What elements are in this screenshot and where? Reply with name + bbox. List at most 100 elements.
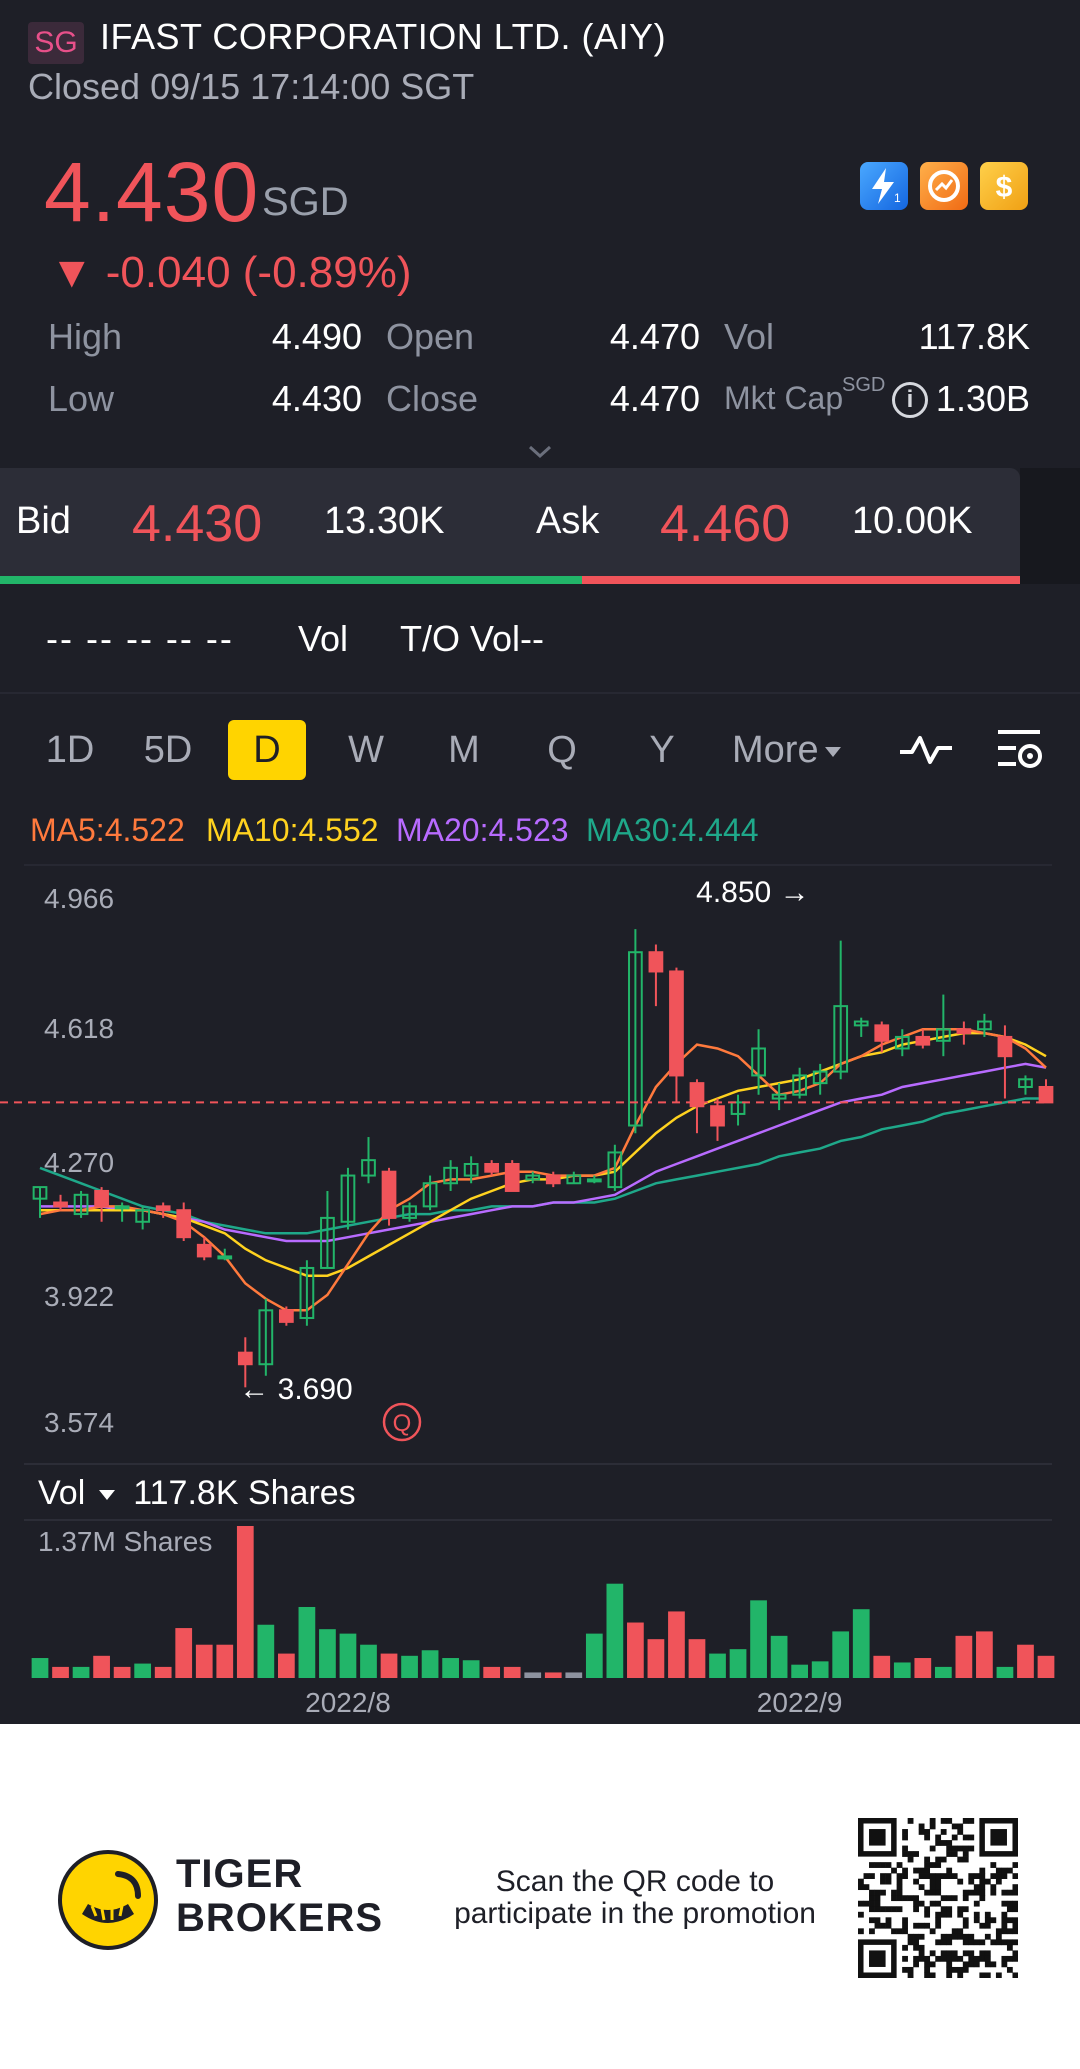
ma30-legend: MA30:4.444 — [586, 812, 759, 848]
volume-bar — [442, 1658, 459, 1678]
ask-size: 10.00K — [852, 500, 973, 542]
candle-body — [771, 1093, 787, 1100]
tab-m[interactable]: M — [448, 729, 480, 771]
tab-5d[interactable]: 5D — [143, 729, 193, 771]
y-tick-label: 4.618 — [44, 1013, 114, 1044]
volume-bar — [524, 1672, 542, 1678]
tab-d[interactable]: D — [228, 720, 306, 780]
candle-body — [237, 1351, 253, 1366]
volume-bar — [791, 1664, 808, 1678]
ma10-line — [40, 1031, 1047, 1277]
chevron-down-icon[interactable] — [526, 438, 554, 466]
volume-bar — [729, 1649, 747, 1678]
candle-body — [443, 1166, 458, 1185]
volume-label: Vol — [38, 1474, 86, 1512]
volume-bar — [462, 1660, 480, 1678]
candle-body — [628, 951, 643, 1127]
candle-body — [402, 1205, 417, 1219]
candle-body — [320, 1216, 335, 1269]
close-label: Close — [386, 378, 479, 419]
info-icon[interactable]: i — [892, 382, 928, 418]
low-label: Low — [48, 378, 115, 419]
lightning-icon[interactable]: 1 — [860, 162, 908, 210]
indicator-icon[interactable] — [898, 730, 954, 770]
dollar-icon[interactable]: $ — [980, 162, 1028, 210]
candle-body — [53, 1201, 68, 1208]
volume-bar — [585, 1633, 603, 1678]
volume-max-label: 1.37M Shares — [38, 1526, 213, 1557]
bid-size: 13.30K — [324, 500, 445, 542]
candle-body — [586, 1178, 602, 1183]
volume-bar — [134, 1663, 152, 1678]
tab-1d[interactable]: 1D — [45, 729, 95, 771]
volume-bar — [236, 1526, 254, 1678]
tab-y[interactable]: Y — [649, 729, 675, 771]
volume-bar — [668, 1611, 685, 1678]
vol-label: Vol — [724, 316, 775, 357]
promo-line-2: participate in the promotion — [454, 1897, 816, 1930]
volume-bar — [72, 1666, 90, 1678]
high-marker: 4.850 → — [696, 876, 809, 909]
currency-label: SGD — [262, 180, 349, 224]
ma5-line — [39, 1027, 1047, 1312]
candle-body — [463, 1163, 479, 1177]
candle-body — [1018, 1078, 1033, 1088]
volume-bar — [709, 1653, 726, 1678]
bid-strength-bar — [0, 576, 582, 584]
qr-code[interactable] — [858, 1818, 1018, 1978]
volume-bar — [914, 1658, 932, 1678]
candle-body — [299, 1266, 315, 1320]
volume-bar — [832, 1631, 850, 1678]
ask-strength-bar — [582, 576, 1020, 584]
volume-bar — [360, 1644, 377, 1678]
volume-bar — [1037, 1655, 1055, 1678]
hot-icon[interactable] — [920, 162, 968, 210]
x-tick-label: 2022/8 — [305, 1687, 391, 1718]
chart-settings-icon[interactable] — [994, 724, 1046, 774]
low-value: 4.430 — [271, 378, 362, 419]
candle-body — [135, 1209, 151, 1223]
divider — [24, 864, 1052, 866]
mktcap-label: Mkt Cap — [724, 380, 844, 416]
volume-bar — [606, 1583, 624, 1678]
tiger-logo — [58, 1850, 158, 1950]
candle-body — [997, 1035, 1013, 1058]
candle-body — [935, 1028, 951, 1042]
volume-bar — [770, 1635, 788, 1678]
candle-body — [1038, 1085, 1054, 1104]
ma5-legend: MA5:4.522 — [30, 812, 185, 848]
volume-bar — [257, 1624, 275, 1678]
candle-body — [73, 1193, 89, 1216]
tab-more[interactable]: More — [732, 720, 862, 780]
candle-body — [32, 1186, 48, 1200]
volume-bar — [996, 1666, 1014, 1678]
y-tick-label: 3.574 — [44, 1407, 114, 1438]
last-price: 4.430 — [44, 145, 260, 239]
market-status: Closed 09/15 17:14:00 SGT — [28, 66, 475, 107]
candle-body — [894, 1035, 910, 1050]
volume-current: 117.8K Shares — [133, 1474, 356, 1512]
candle-body — [94, 1189, 109, 1208]
candle-body — [566, 1174, 582, 1185]
brand-line-2: BROKERS — [176, 1896, 384, 1940]
tab-w[interactable]: W — [348, 729, 384, 771]
volume-bar — [688, 1639, 706, 1678]
svg-text:$: $ — [996, 171, 1013, 204]
ask-price: 4.460 — [660, 495, 791, 553]
ma20-legend: MA20:4.523 — [396, 812, 569, 848]
candle-body — [155, 1205, 171, 1212]
volume-bar — [750, 1600, 767, 1678]
volume-header[interactable]: Vol 117.8K Shares — [38, 1474, 356, 1513]
volume-bar — [421, 1650, 439, 1678]
high-value: 4.490 — [271, 316, 362, 357]
volume-bar — [113, 1666, 131, 1678]
high-label: High — [48, 316, 123, 357]
volume-bar — [627, 1622, 644, 1678]
tab-q[interactable]: Q — [547, 729, 577, 771]
volume-bar — [298, 1606, 316, 1678]
bid-ask-panel — [0, 468, 1020, 584]
volume-bar — [934, 1666, 952, 1678]
candle-body — [607, 1151, 623, 1189]
candle-body — [792, 1074, 807, 1096]
